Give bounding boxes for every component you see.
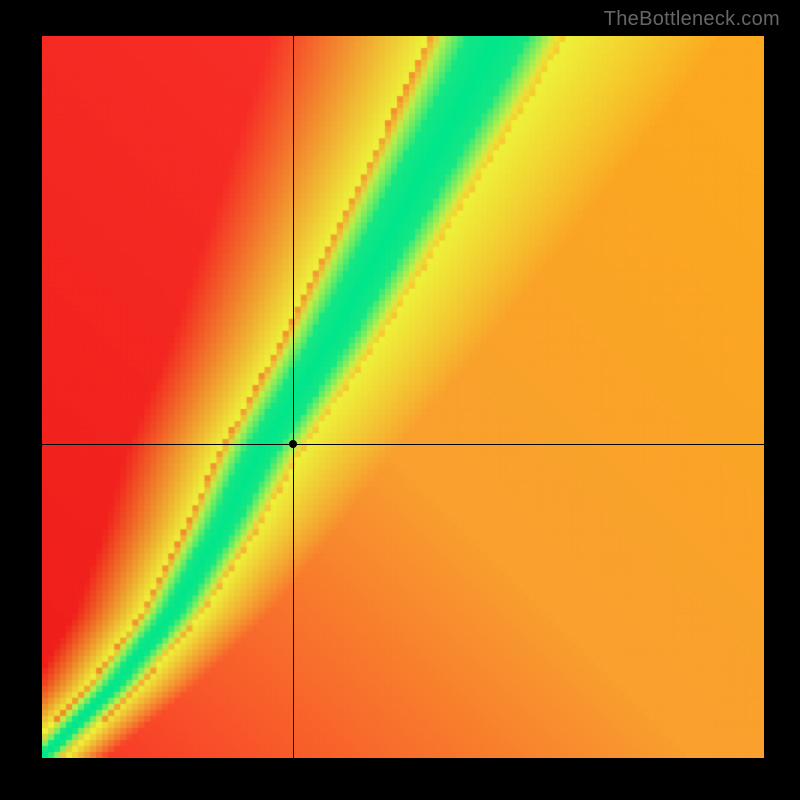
crosshair-horizontal: [42, 444, 764, 445]
marker-dot: [289, 440, 297, 448]
heatmap-canvas: [42, 36, 764, 758]
watermark-text: TheBottleneck.com: [604, 8, 780, 31]
chart-container: TheBottleneck.com: [0, 0, 800, 800]
plot-area: [42, 36, 764, 758]
crosshair-vertical: [293, 36, 294, 758]
